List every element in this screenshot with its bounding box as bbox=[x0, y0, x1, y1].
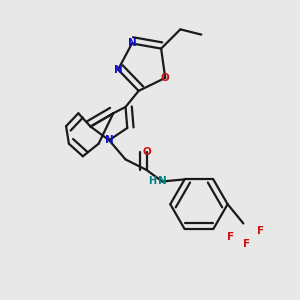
Text: N: N bbox=[158, 176, 167, 187]
Text: O: O bbox=[142, 147, 151, 157]
Text: F: F bbox=[243, 239, 250, 249]
Text: O: O bbox=[161, 73, 170, 83]
Text: N: N bbox=[128, 38, 136, 48]
Text: F: F bbox=[226, 232, 234, 242]
Text: H: H bbox=[148, 176, 157, 186]
Text: F: F bbox=[256, 226, 264, 236]
Text: N: N bbox=[114, 64, 122, 75]
Text: N: N bbox=[105, 135, 113, 145]
